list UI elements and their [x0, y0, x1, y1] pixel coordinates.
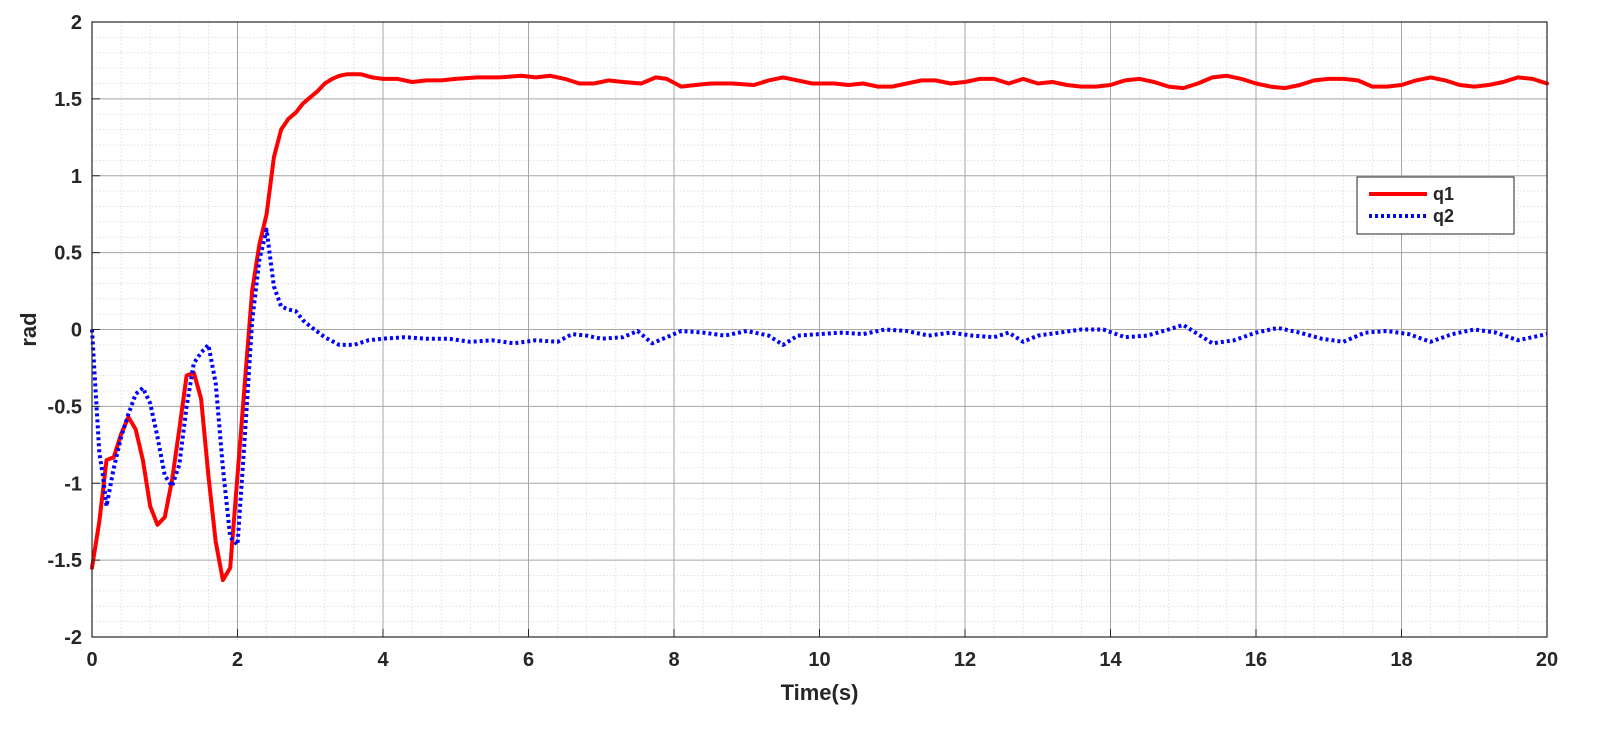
legend-box — [1356, 176, 1515, 235]
x-axis-ticks: 0 2 4 6 8 10 12 14 16 18 20 — [86, 629, 1558, 671]
legend: q1 q2 — [1356, 176, 1515, 235]
x-tick-label: 4 — [377, 649, 389, 671]
y-tick-label: -0.5 — [48, 396, 82, 418]
x-tick-label: 18 — [1390, 649, 1412, 671]
y-tick-label: 2 — [71, 12, 82, 34]
y-axis-label: rad — [16, 312, 41, 346]
x-tick-label: 2 — [232, 649, 243, 671]
series-line-q1 — [90, 72, 1549, 583]
y-tick-label: 0 — [71, 320, 82, 342]
y-tick-label: -2 — [64, 627, 82, 649]
y-tick-label: -1 — [64, 473, 82, 495]
x-tick-label: 12 — [954, 649, 976, 671]
minor-grid — [92, 22, 1547, 637]
y-tick-label: 0.5 — [54, 243, 82, 265]
series-layer — [90, 72, 1549, 583]
x-axis-label: Time(s) — [781, 680, 859, 705]
x-tick-label: 6 — [523, 649, 534, 671]
x-tick-label: 14 — [1099, 649, 1122, 671]
y-tick-label: 1.5 — [54, 89, 82, 111]
y-tick-label: -1.5 — [48, 550, 82, 572]
x-tick-label: 0 — [86, 649, 97, 671]
x-tick-label: 8 — [668, 649, 679, 671]
x-tick-label: 10 — [808, 649, 830, 671]
x-tick-label: 16 — [1245, 649, 1267, 671]
legend-label-q1: q1 — [1433, 184, 1454, 204]
y-tick-label: 1 — [71, 166, 82, 188]
y-axis-ticks: -2 -1.5 -1 -0.5 0 0.5 1 1.5 2 — [48, 12, 100, 649]
legend-label-q2: q2 — [1433, 206, 1454, 226]
x-tick-label: 20 — [1536, 649, 1558, 671]
